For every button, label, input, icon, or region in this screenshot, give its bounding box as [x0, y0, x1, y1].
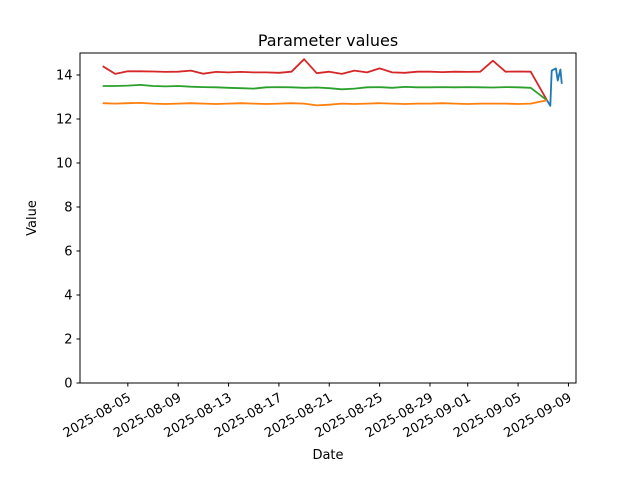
x-axis-label: Date — [312, 448, 343, 463]
y-tick-label: 2 — [64, 333, 72, 348]
series-orange-line — [102, 99, 548, 107]
series-green-line — [102, 84, 548, 102]
y-tick-label: 4 — [64, 289, 72, 304]
series-red-line — [102, 58, 548, 101]
tick-labels-group: 024681012142025-08-052025-08-092025-08-1… — [56, 69, 574, 442]
y-axis-label: Value — [25, 200, 40, 236]
y-tick-label: 6 — [64, 245, 72, 260]
y-tick-label: 12 — [56, 113, 73, 128]
y-tick-label: 14 — [56, 69, 73, 84]
plot-border — [79, 52, 577, 384]
y-tick-label: 8 — [64, 201, 72, 216]
axes-group — [76, 52, 577, 387]
series-blue-line — [546, 67, 563, 107]
chart-title: Parameter values — [258, 31, 398, 50]
y-tick-label: 10 — [56, 157, 73, 172]
series-group — [102, 58, 563, 107]
y-tick-label: 0 — [64, 377, 72, 392]
